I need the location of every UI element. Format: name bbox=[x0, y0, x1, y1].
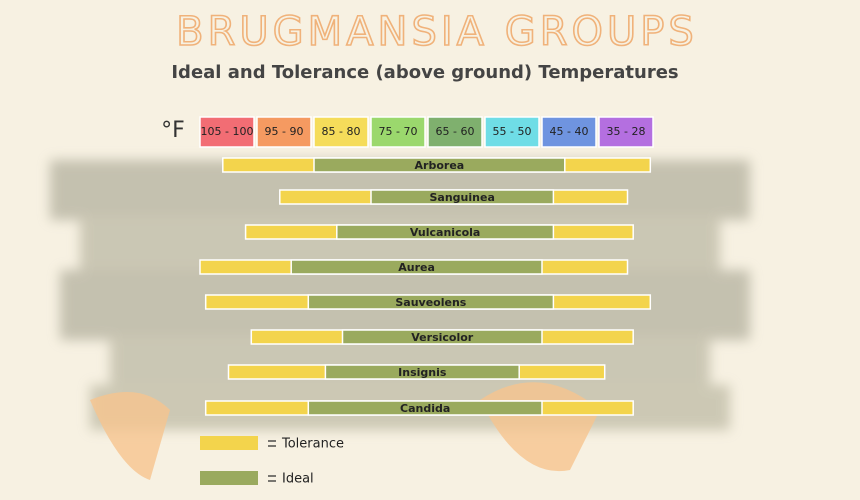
category-label: Vulcanicola bbox=[410, 226, 481, 239]
axis-label: °F bbox=[161, 118, 185, 143]
ideal-bar bbox=[307, 400, 543, 416]
ideal-bar bbox=[336, 224, 555, 240]
category-label: Arborea bbox=[415, 159, 465, 172]
ideal-bar bbox=[370, 189, 555, 205]
chart-subtitle: Ideal and Tolerance (above ground) Tempe… bbox=[171, 62, 678, 83]
band bbox=[313, 116, 369, 148]
band-label: 55 - 50 bbox=[493, 125, 532, 138]
legend-swatch bbox=[200, 436, 258, 450]
band bbox=[427, 116, 483, 148]
band-label: 105 - 100 bbox=[201, 125, 254, 138]
legend-swatch bbox=[200, 471, 258, 485]
flower bbox=[90, 392, 170, 480]
category-label: Candida bbox=[400, 402, 450, 415]
band bbox=[484, 116, 540, 148]
band-label: 35 - 28 bbox=[607, 125, 646, 138]
category-label: Insignis bbox=[398, 366, 447, 379]
ideal-bar bbox=[341, 329, 543, 345]
band bbox=[598, 116, 654, 148]
category-label: Versicolor bbox=[411, 331, 474, 344]
band-label: 75 - 70 bbox=[379, 125, 418, 138]
legend-label: Ideal bbox=[282, 472, 314, 487]
band-label: 45 - 40 bbox=[550, 125, 589, 138]
band-label: 65 - 60 bbox=[436, 125, 475, 138]
legend-label: Tolerance bbox=[281, 437, 344, 452]
band-label: 95 - 90 bbox=[265, 125, 304, 138]
category-label: Sanguinea bbox=[430, 191, 495, 204]
category-label: Aurea bbox=[398, 261, 435, 274]
ideal-bar bbox=[324, 364, 520, 380]
band bbox=[370, 116, 426, 148]
band-label: 85 - 80 bbox=[322, 125, 361, 138]
ideal-bar bbox=[313, 157, 566, 173]
band bbox=[199, 116, 255, 148]
category-label: Sauveolens bbox=[395, 296, 466, 309]
ideal-bar bbox=[307, 294, 555, 310]
band bbox=[256, 116, 312, 148]
band bbox=[541, 116, 597, 148]
chart-title: BRUGMANSIA GROUPS bbox=[176, 9, 698, 55]
ideal-bar bbox=[290, 259, 543, 275]
equals-signs bbox=[268, 440, 276, 482]
